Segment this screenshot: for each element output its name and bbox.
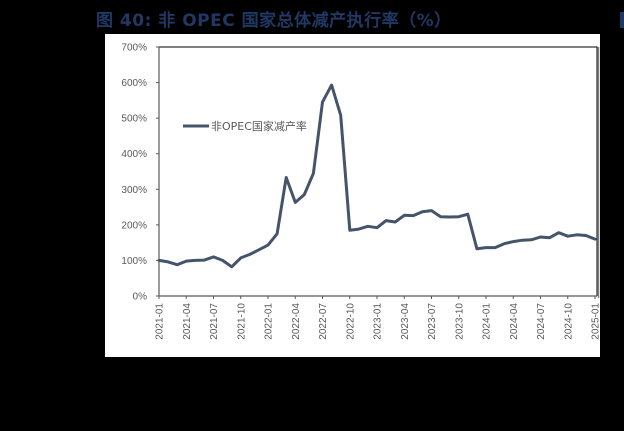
x-tick-label: 2023-07 <box>427 303 438 340</box>
y-tick-label: 200% <box>121 220 147 231</box>
x-tick-label: 2022-04 <box>291 303 302 340</box>
x-tick-label: 2023-04 <box>400 303 411 340</box>
plot-frame <box>159 46 598 296</box>
x-tick-label: 2021-10 <box>236 303 247 340</box>
x-tick-label: 2021-07 <box>209 303 220 340</box>
y-tick-label: 400% <box>121 149 147 160</box>
x-tick-label: 2022-01 <box>264 303 275 340</box>
x-tick-label: 2022-10 <box>345 303 356 340</box>
legend-label: 非OPEC国家减产率 <box>211 119 307 133</box>
x-tick-label: 2024-10 <box>563 303 574 340</box>
series-line <box>157 83 597 269</box>
y-tick-label: 100% <box>121 256 147 267</box>
y-tick-label: 0% <box>133 292 148 303</box>
x-tick-label: 2021-04 <box>182 303 193 340</box>
y-tick-label: 600% <box>121 78 147 89</box>
y-tick-label: 700% <box>121 43 147 54</box>
edge-marker <box>620 12 624 28</box>
chart-panel: 0% 100% 200% 300% 400% 500% 600% 700% 2021-01 202… <box>105 34 600 357</box>
y-tick-label: 500% <box>121 114 147 125</box>
x-tick-label: 2024-07 <box>536 303 547 340</box>
y-tick-label: 300% <box>121 185 147 196</box>
x-tick-label: 2024-04 <box>509 303 520 340</box>
figure-title: 图 40: 非 OPEC 国家总体减产执行率（%） <box>96 11 452 31</box>
x-tick-label: 2023-01 <box>373 303 384 340</box>
x-tick-label: 2022-07 <box>318 303 329 340</box>
legend: 非OPEC国家减产率 <box>183 119 307 133</box>
x-tick-label: 2023-10 <box>454 303 465 340</box>
x-tick-label: 2021-01 <box>155 303 166 340</box>
line-chart: 0% 100% 200% 300% 400% 500% 600% 700% 2021-01 202… <box>121 43 601 340</box>
x-tick-label: 2025-01 <box>591 303 601 340</box>
x-tick-label: 2024-01 <box>482 303 493 340</box>
